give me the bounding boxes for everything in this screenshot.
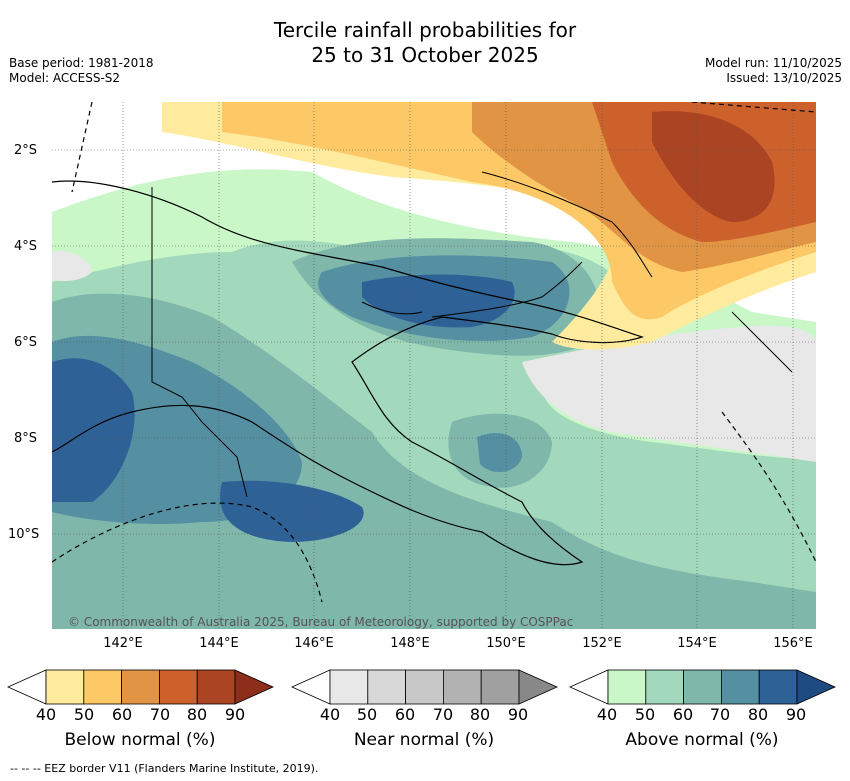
below-tick-90: 90 <box>224 705 246 724</box>
above-normal-colorbar-segment <box>721 669 760 705</box>
above-tick-60: 60 <box>672 705 694 724</box>
above-normal-colorbar-segment <box>758 669 798 705</box>
lon-label-152e: 152°E <box>582 636 622 651</box>
rainfall-map: © Commonwealth of Australia 2025, Bureau… <box>52 102 816 629</box>
below-normal-colorbar-segment <box>196 669 236 705</box>
lat-label-8s: 8°S <box>14 431 38 446</box>
above-normal-colorbar-segment <box>683 669 722 705</box>
above-normal-colorbar-low-extend <box>569 669 609 705</box>
new-britain-coastline <box>361 261 583 318</box>
near-tick-50: 50 <box>356 705 378 724</box>
near-normal-colorbar-low-extend <box>291 669 331 705</box>
bougainville-coastline <box>731 311 793 373</box>
lat-label-2s: 2°S <box>14 143 38 158</box>
above-tick-40: 40 <box>596 705 618 724</box>
eez-footer-note: -- -- -- EEZ border V11 (Flanders Marine… <box>10 762 319 775</box>
below-normal-label: Below normal (%) <box>64 730 216 750</box>
above-tick-70: 70 <box>709 705 731 724</box>
near-normal-colorbar-segment <box>442 669 482 705</box>
model-name: Model: ACCESS-S2 <box>9 71 121 85</box>
near-normal-colorbar-segment <box>367 669 406 705</box>
lon-label-146e: 146°E <box>294 636 334 651</box>
above-normal-colorbar-segment <box>645 669 684 705</box>
lon-label-148e: 148°E <box>390 636 430 651</box>
near-tick-90: 90 <box>507 705 529 724</box>
above-normal-70-region <box>52 293 816 629</box>
above-normal-90-region-west <box>52 358 135 502</box>
above-tick-80: 80 <box>747 705 769 724</box>
base-period: Base period: 1981-2018 <box>9 56 154 70</box>
near-normal-region-east <box>522 325 816 462</box>
below-tick-50: 50 <box>73 705 95 724</box>
below-normal-colorbar-segment <box>83 669 123 705</box>
map-title: Tercile rainfall probabilities for 25 to… <box>0 18 850 68</box>
copyright-text: © Commonwealth of Australia 2025, Bureau… <box>68 615 573 629</box>
png-border <box>151 187 248 498</box>
near-tick-60: 60 <box>394 705 416 724</box>
model-run: Model run: 11/10/2025 <box>704 56 842 70</box>
below-normal-colorbar-high-extend <box>234 669 274 705</box>
near-tick-70: 70 <box>432 705 454 724</box>
near-normal-region-west <box>52 251 92 282</box>
near-normal-colorbar-segment <box>329 669 369 705</box>
title-line-1: Tercile rainfall probabilities for <box>273 18 577 42</box>
above-tick-90: 90 <box>785 705 807 724</box>
lat-label-10s: 10°S <box>8 527 40 542</box>
new-ireland-coastline <box>481 171 653 278</box>
colorbars <box>7 669 836 705</box>
near-normal-colorbar-high-extend <box>518 669 558 705</box>
lon-label-150e: 150°E <box>486 636 526 651</box>
below-tick-60: 60 <box>111 705 133 724</box>
above-normal-label: Above normal (%) <box>625 730 779 750</box>
below-tick-70: 70 <box>149 705 171 724</box>
meta-right: Model run: 11/10/2025 Issued: 13/10/2025 <box>705 56 842 86</box>
above-tick-50: 50 <box>634 705 656 724</box>
near-normal-colorbar-segment <box>405 669 444 705</box>
above-normal-80-region-south <box>220 480 364 542</box>
near-tick-80: 80 <box>469 705 491 724</box>
lat-label-6s: 6°S <box>14 335 38 350</box>
below-normal-colorbar-segment <box>45 669 85 705</box>
above-normal-90-region-north <box>362 274 515 328</box>
lon-label-156e: 156°E <box>773 636 813 651</box>
below-normal-colorbar-low-extend <box>7 669 47 705</box>
lon-label-142e: 142°E <box>103 636 143 651</box>
near-tick-40: 40 <box>319 705 341 724</box>
lon-label-154e: 154°E <box>677 636 717 651</box>
new-guinea-coastline <box>52 180 644 566</box>
below-tick-80: 80 <box>186 705 208 724</box>
eez-border <box>52 102 816 603</box>
above-normal-colorbar-high-extend <box>796 669 836 705</box>
near-normal-colorbar-segment <box>480 669 520 705</box>
lat-label-4s: 4°S <box>14 239 38 254</box>
issued-date: Issued: 13/10/2025 <box>726 71 842 85</box>
below-normal-colorbar-segment <box>121 669 160 705</box>
below-normal-90-region <box>652 111 775 222</box>
title-line-2: 25 to 31 October 2025 <box>311 43 539 67</box>
below-normal-colorbar-segment <box>158 669 198 705</box>
graticule <box>52 102 816 629</box>
near-normal-label: Near normal (%) <box>353 730 495 750</box>
below-tick-40: 40 <box>35 705 57 724</box>
meta-left: Base period: 1981-2018 Model: ACCESS-S2 <box>9 56 154 86</box>
lon-label-144e: 144°E <box>199 636 239 651</box>
above-normal-80-region-mid <box>477 433 522 473</box>
above-normal-colorbar-segment <box>607 669 647 705</box>
